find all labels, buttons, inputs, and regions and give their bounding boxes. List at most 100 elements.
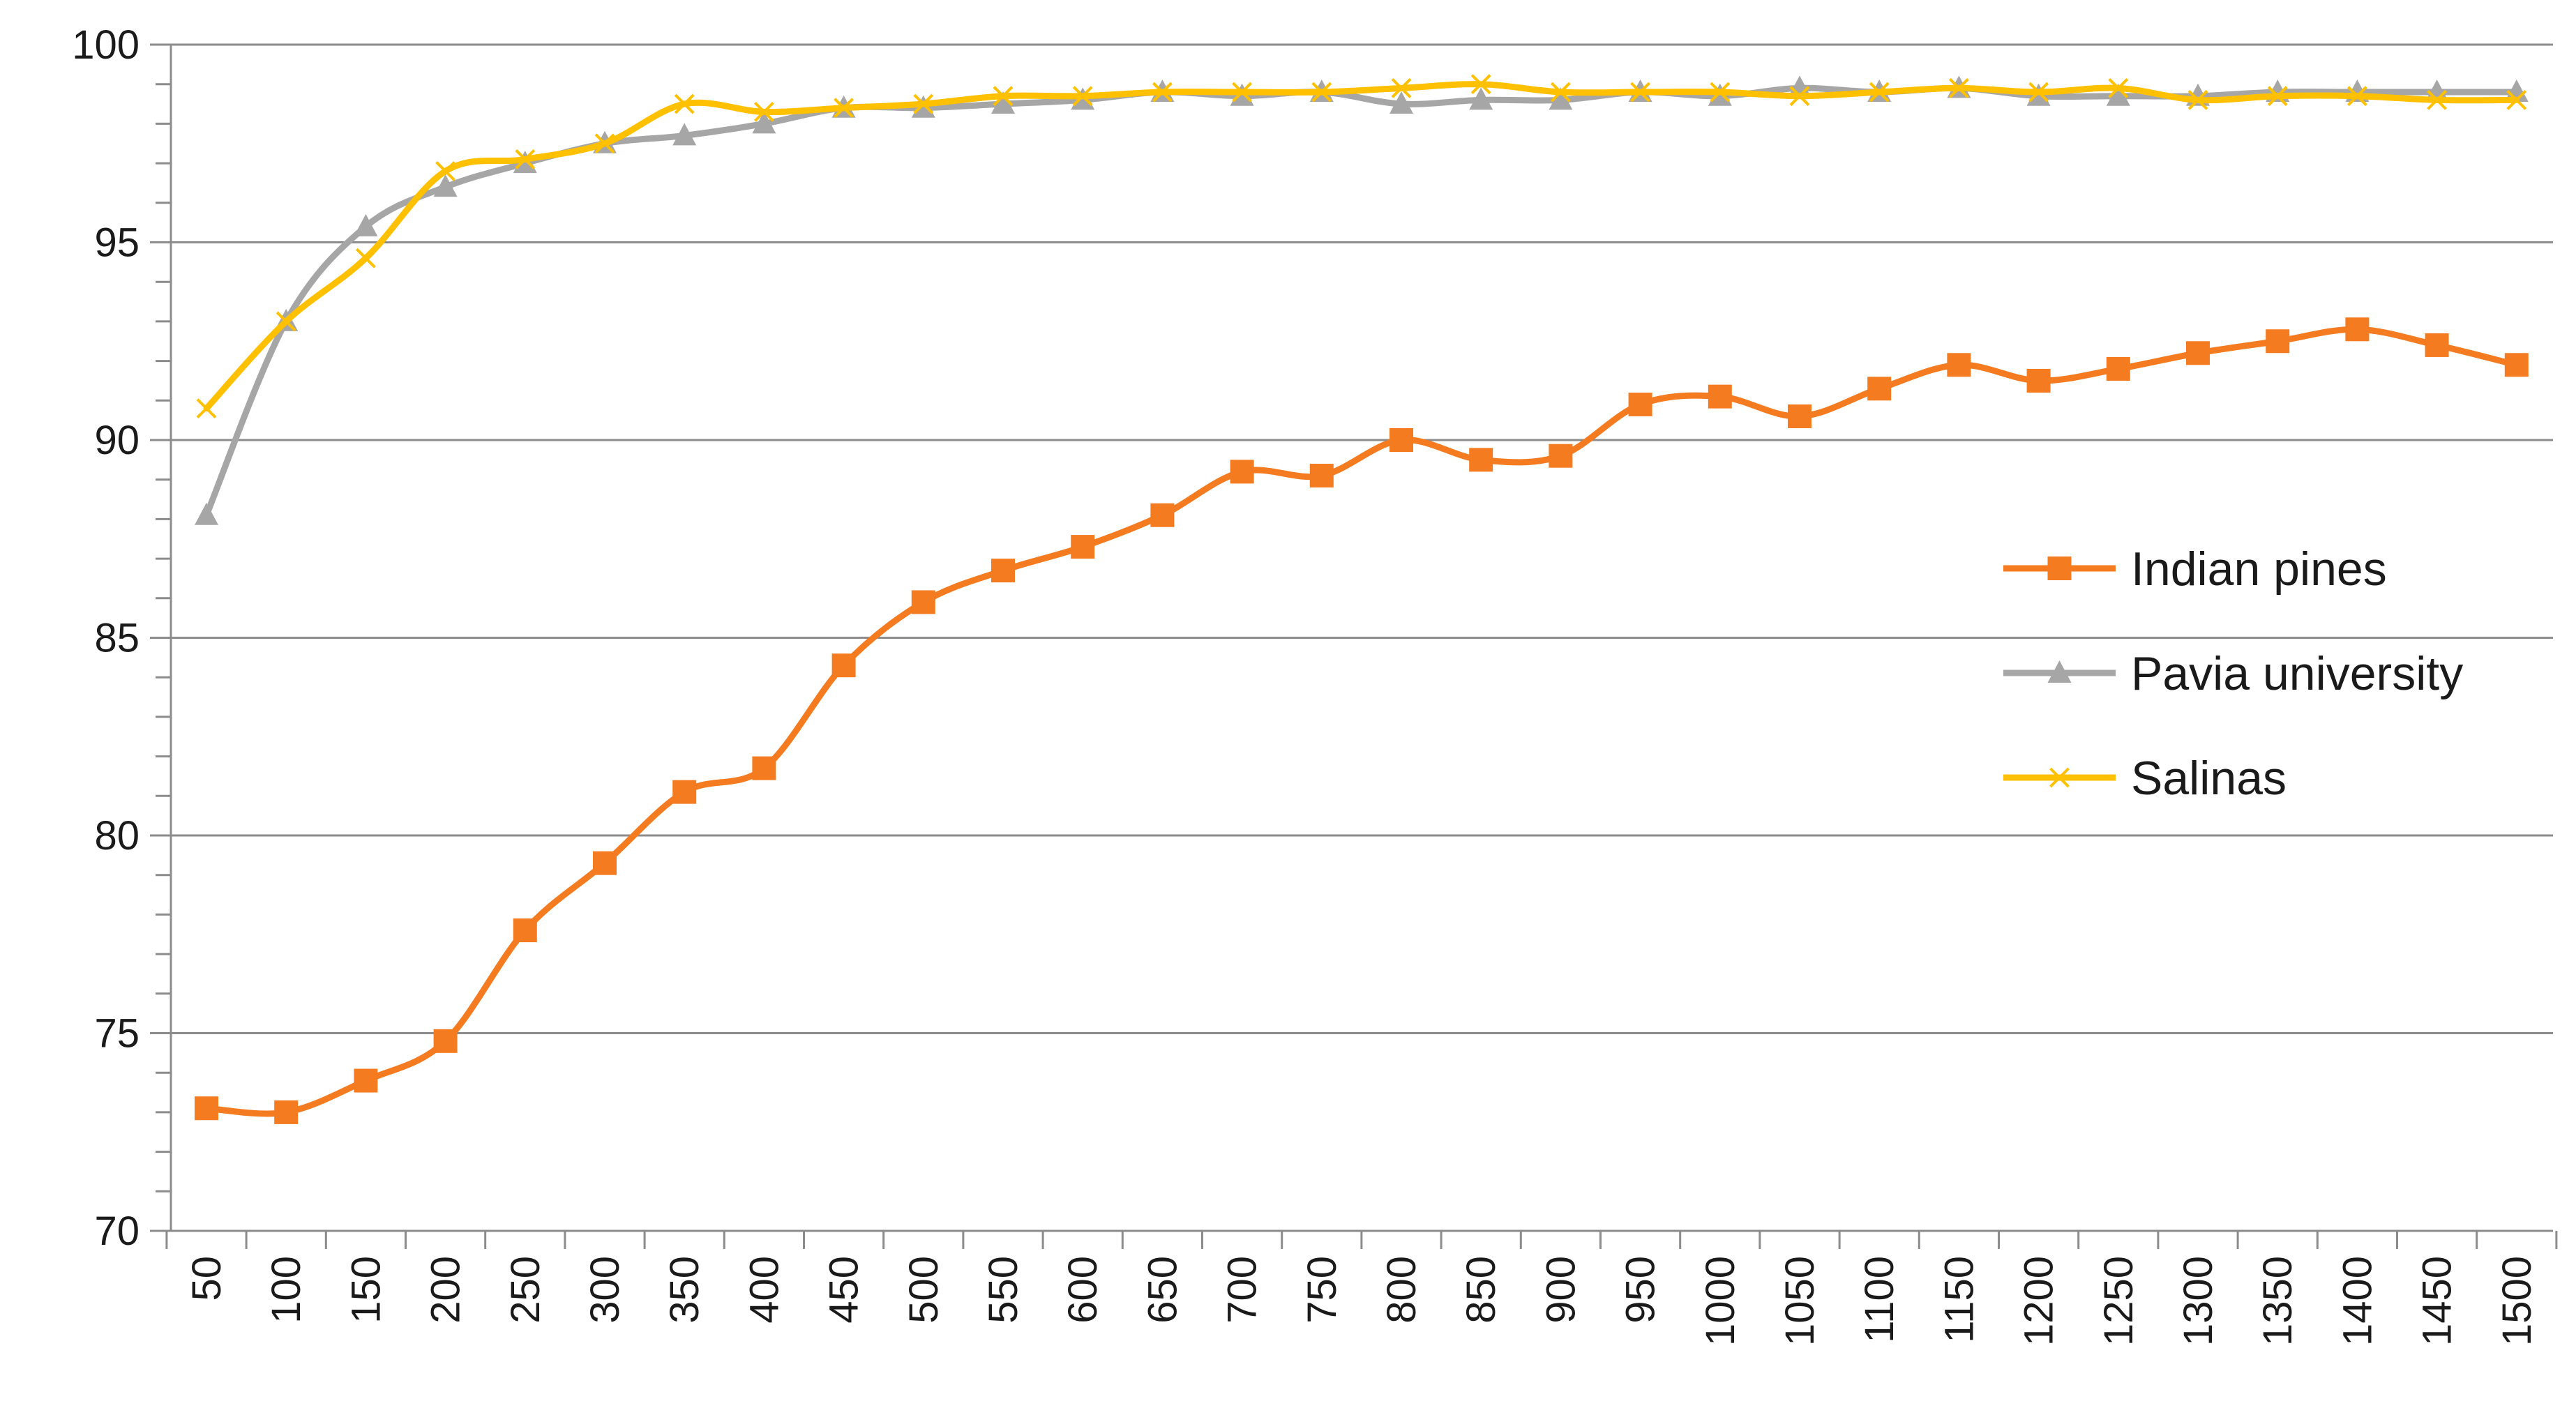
x-tick-label: 1050 <box>1777 1256 1823 1346</box>
x-marker-stroke <box>674 93 695 114</box>
x-tick-label: 750 <box>1300 1256 1345 1324</box>
data-point-salinas <box>753 101 774 122</box>
x-marker-stroke <box>2427 89 2448 110</box>
data-point-indian-pines <box>2345 317 2370 342</box>
data-point-salinas <box>515 149 536 169</box>
x-tick-label: 600 <box>1060 1256 1106 1324</box>
data-point-indian-pines <box>274 1100 299 1124</box>
data-point-pavia-university <box>1549 87 1573 110</box>
legend-marker <box>2047 660 2072 683</box>
legend-item-salinas: Salinas <box>2003 752 2287 805</box>
x-marker-stroke <box>753 101 774 122</box>
data-point-indian-pines <box>2106 356 2130 381</box>
x-tick-label: 200 <box>423 1256 469 1324</box>
series-salinas <box>196 74 2527 419</box>
data-point-pavia-university <box>752 111 776 134</box>
data-point-indian-pines <box>1947 353 1971 377</box>
data-point-pavia-university <box>1389 91 1413 114</box>
x-tick-label: 950 <box>1618 1256 1664 1324</box>
data-point-salinas <box>2267 86 2288 107</box>
x-marker-stroke <box>1152 82 1173 103</box>
x-tick-label: 400 <box>741 1256 787 1324</box>
x-tick-label: 450 <box>822 1256 867 1324</box>
data-point-indian-pines <box>831 653 856 678</box>
data-point-salinas <box>435 161 456 181</box>
x-tick-label: 1300 <box>2176 1256 2221 1346</box>
data-point-salinas <box>1470 74 1491 95</box>
x-marker-stroke <box>1072 86 1093 107</box>
x-tick-label: 1250 <box>2096 1256 2141 1346</box>
data-point-pavia-university <box>991 91 1015 114</box>
x-marker-stroke <box>1869 82 1890 103</box>
x-marker-stroke <box>435 161 456 181</box>
x-tick-label: 1500 <box>2494 1256 2540 1346</box>
x-tick-label: 550 <box>981 1256 1026 1324</box>
x-marker-stroke <box>913 93 934 114</box>
x-tick-label: 850 <box>1459 1256 1504 1324</box>
x-marker-stroke <box>515 149 536 169</box>
x-marker-stroke <box>1789 86 1810 107</box>
data-point-pavia-university <box>1469 87 1493 110</box>
y-tick-label: 75 <box>94 1011 140 1057</box>
x-marker-stroke <box>2108 77 2129 98</box>
data-point-salinas <box>1550 82 1571 103</box>
x-tick-label: 500 <box>901 1256 947 1324</box>
data-point-pavia-university <box>2504 80 2529 103</box>
x-marker-stroke <box>2187 89 2208 110</box>
data-point-pavia-university <box>672 123 697 146</box>
data-point-salinas <box>674 93 695 114</box>
x-tick-label: 1350 <box>2255 1256 2300 1346</box>
legend-label: Indian pines <box>2131 543 2387 596</box>
x-marker-stroke <box>2267 86 2288 107</box>
legend-label: Salinas <box>2131 752 2287 805</box>
data-point-indian-pines <box>1549 444 1573 468</box>
x-marker-stroke <box>1470 74 1491 95</box>
y-tick-label: 85 <box>94 616 140 661</box>
data-point-indian-pines <box>593 851 617 875</box>
data-point-salinas <box>913 93 934 114</box>
x-marker-stroke <box>2049 767 2070 788</box>
x-tick-label: 900 <box>1538 1256 1583 1324</box>
data-point-pavia-university <box>433 174 458 197</box>
x-marker-stroke <box>2347 86 2367 107</box>
x-marker-stroke <box>2028 82 2049 103</box>
data-point-indian-pines <box>1230 460 1254 484</box>
data-point-salinas <box>1232 82 1253 103</box>
data-point-salinas <box>196 398 217 419</box>
legend-item-pavia-university: Pavia university <box>2003 647 2463 700</box>
x-marker-stroke <box>355 248 376 268</box>
data-point-salinas <box>2506 89 2527 110</box>
data-point-salinas <box>2187 89 2208 110</box>
x-tick-label: 1150 <box>1936 1256 1982 1343</box>
x-tick-label: 350 <box>662 1256 707 1324</box>
x-marker-stroke <box>1391 77 1412 98</box>
data-point-indian-pines <box>672 780 697 804</box>
data-point-indian-pines <box>2026 368 2051 393</box>
data-point-indian-pines <box>354 1068 378 1093</box>
y-tick-label: 80 <box>94 813 140 858</box>
data-point-salinas <box>2427 89 2448 110</box>
data-point-salinas <box>276 311 296 332</box>
x-tick-label: 300 <box>582 1256 628 1324</box>
data-point-salinas <box>594 133 615 154</box>
legend-label: Pavia university <box>2131 647 2463 700</box>
data-point-indian-pines <box>433 1029 458 1053</box>
data-point-salinas <box>1072 86 1093 107</box>
data-point-indian-pines <box>195 1096 218 1121</box>
x-tick-label: 1000 <box>1698 1256 1743 1346</box>
x-marker-stroke <box>1550 82 1571 103</box>
data-point-salinas <box>1391 77 1412 98</box>
x-tick-label: 1400 <box>2335 1256 2380 1346</box>
data-point-salinas <box>355 248 376 268</box>
x-marker-stroke <box>834 98 854 119</box>
data-point-salinas <box>1789 86 1810 107</box>
data-point-salinas <box>2108 77 2129 98</box>
data-point-indian-pines <box>1309 464 1334 488</box>
data-point-pavia-university <box>2106 83 2130 106</box>
x-marker-stroke <box>276 311 296 332</box>
data-point-indian-pines <box>1628 392 1652 416</box>
x-marker-stroke <box>2506 89 2527 110</box>
data-point-indian-pines <box>1150 503 1175 527</box>
legend-item-indian-pines: Indian pines <box>2003 543 2387 596</box>
